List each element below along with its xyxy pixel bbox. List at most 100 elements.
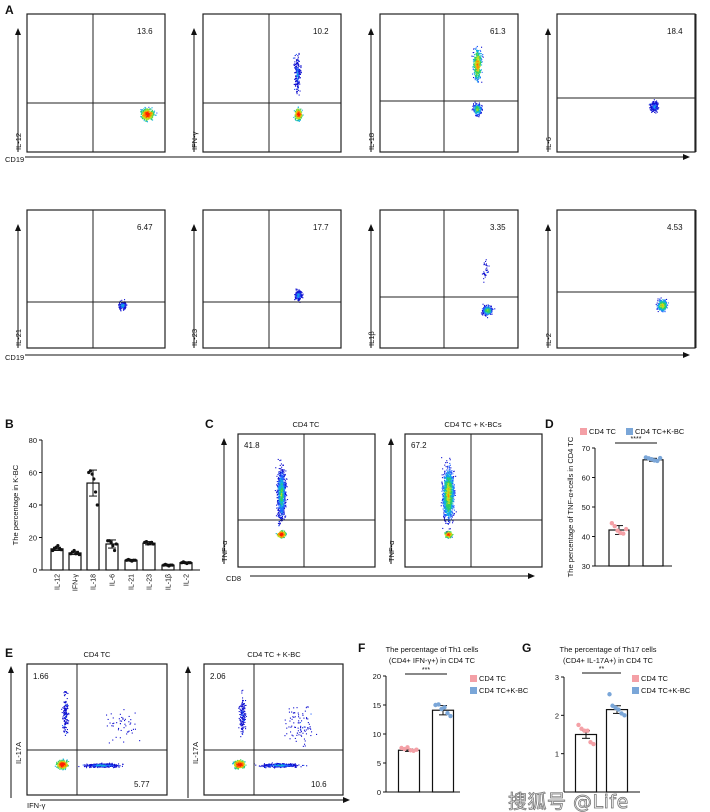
event-dot bbox=[295, 295, 297, 297]
event-dot bbox=[477, 77, 479, 79]
event-dot bbox=[477, 109, 479, 111]
event-dot bbox=[479, 52, 481, 54]
event-dot bbox=[294, 78, 296, 80]
event-dot bbox=[476, 77, 478, 79]
event-dot bbox=[282, 530, 284, 532]
event-dot bbox=[488, 306, 490, 308]
event-dot bbox=[479, 77, 481, 79]
event-dot bbox=[450, 532, 452, 534]
event-dot bbox=[474, 60, 476, 62]
event-dot bbox=[296, 108, 298, 110]
event-dot bbox=[295, 67, 297, 69]
event-dot bbox=[657, 108, 659, 110]
event-dot bbox=[485, 306, 487, 308]
event-dot bbox=[279, 508, 281, 510]
event-dot bbox=[444, 464, 446, 466]
event-dot bbox=[444, 532, 446, 534]
event-dot bbox=[652, 105, 654, 107]
event-dot bbox=[451, 476, 453, 478]
event-dot bbox=[278, 475, 280, 477]
event-dot bbox=[299, 115, 301, 117]
event-dot bbox=[486, 309, 488, 311]
event-dot bbox=[285, 499, 287, 501]
event-dot bbox=[477, 68, 479, 70]
event-dot bbox=[485, 259, 487, 261]
event-dot bbox=[280, 493, 282, 495]
event-dot bbox=[476, 107, 478, 109]
event-dot bbox=[277, 490, 279, 492]
event-dot bbox=[295, 116, 297, 118]
event-dot bbox=[477, 63, 479, 65]
event-dot bbox=[444, 502, 446, 504]
event-dot bbox=[281, 506, 283, 508]
event-dot bbox=[451, 536, 453, 538]
event-dot bbox=[487, 313, 489, 315]
event-dot bbox=[119, 304, 121, 306]
event-dot bbox=[443, 495, 445, 497]
event-dot bbox=[280, 495, 282, 497]
event-dot bbox=[284, 494, 286, 496]
event-dot bbox=[281, 486, 283, 488]
event-dot bbox=[659, 303, 661, 305]
event-dot bbox=[454, 490, 456, 492]
event-dot bbox=[295, 71, 297, 73]
event-dot bbox=[281, 503, 283, 505]
event-dot bbox=[121, 299, 123, 301]
event-dot bbox=[474, 67, 476, 69]
event-dot bbox=[141, 117, 143, 119]
event-dot bbox=[282, 503, 284, 505]
event-dot bbox=[651, 102, 653, 104]
event-dot bbox=[661, 301, 663, 303]
event-dot bbox=[489, 313, 491, 315]
event-dot bbox=[284, 491, 286, 493]
event-dot bbox=[446, 510, 448, 512]
event-dot bbox=[491, 313, 493, 315]
event-dot bbox=[475, 104, 477, 106]
event-dot bbox=[296, 293, 298, 295]
event-dot bbox=[279, 512, 281, 514]
event-dot bbox=[278, 499, 280, 501]
event-dot bbox=[485, 274, 487, 276]
panel-letter-E: E bbox=[5, 646, 13, 660]
event-dot bbox=[278, 516, 280, 518]
event-dot bbox=[297, 106, 299, 108]
event-dot bbox=[286, 478, 288, 480]
event-dot bbox=[297, 109, 299, 111]
event-dot bbox=[478, 109, 480, 111]
event-dot bbox=[299, 90, 301, 92]
event-dot bbox=[279, 515, 281, 517]
event-dot bbox=[487, 307, 489, 309]
event-dot bbox=[293, 116, 295, 118]
event-dot bbox=[452, 498, 454, 500]
event-dot bbox=[281, 475, 283, 477]
event-dot bbox=[279, 488, 281, 490]
event-dot bbox=[281, 494, 283, 496]
event-dot bbox=[444, 490, 446, 492]
y-axis-arrow-head bbox=[545, 28, 551, 35]
event-dot bbox=[278, 494, 280, 496]
quadrant-percentage: 10.2 bbox=[313, 27, 329, 36]
event-dot bbox=[297, 290, 299, 292]
event-dot bbox=[477, 61, 479, 63]
event-dot bbox=[298, 115, 300, 117]
event-dot bbox=[478, 107, 480, 109]
event-dot bbox=[298, 109, 300, 111]
event-dot bbox=[656, 104, 658, 106]
event-dot bbox=[150, 111, 152, 113]
event-dot bbox=[284, 483, 286, 485]
event-dot bbox=[297, 297, 299, 299]
event-dot bbox=[281, 470, 283, 472]
event-dot bbox=[656, 104, 658, 106]
event-dot bbox=[476, 55, 478, 57]
event-dot bbox=[476, 57, 478, 59]
event-dot bbox=[441, 481, 443, 483]
quadrant-percentage: 61.3 bbox=[490, 27, 506, 36]
event-dot bbox=[452, 489, 454, 491]
event-dot bbox=[475, 102, 477, 104]
event-dot bbox=[283, 514, 285, 516]
event-dot bbox=[282, 505, 284, 507]
event-dot bbox=[478, 74, 480, 76]
event-dot bbox=[444, 514, 446, 516]
event-dot bbox=[473, 60, 475, 62]
event-dot bbox=[279, 531, 281, 533]
